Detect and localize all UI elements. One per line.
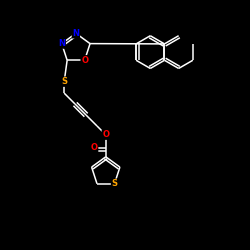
Text: O: O	[91, 144, 98, 152]
Text: S: S	[112, 179, 117, 188]
Text: O: O	[81, 56, 88, 65]
Text: N: N	[72, 29, 80, 38]
Text: O: O	[102, 130, 109, 139]
Text: S: S	[61, 77, 67, 86]
Text: N: N	[58, 39, 65, 48]
